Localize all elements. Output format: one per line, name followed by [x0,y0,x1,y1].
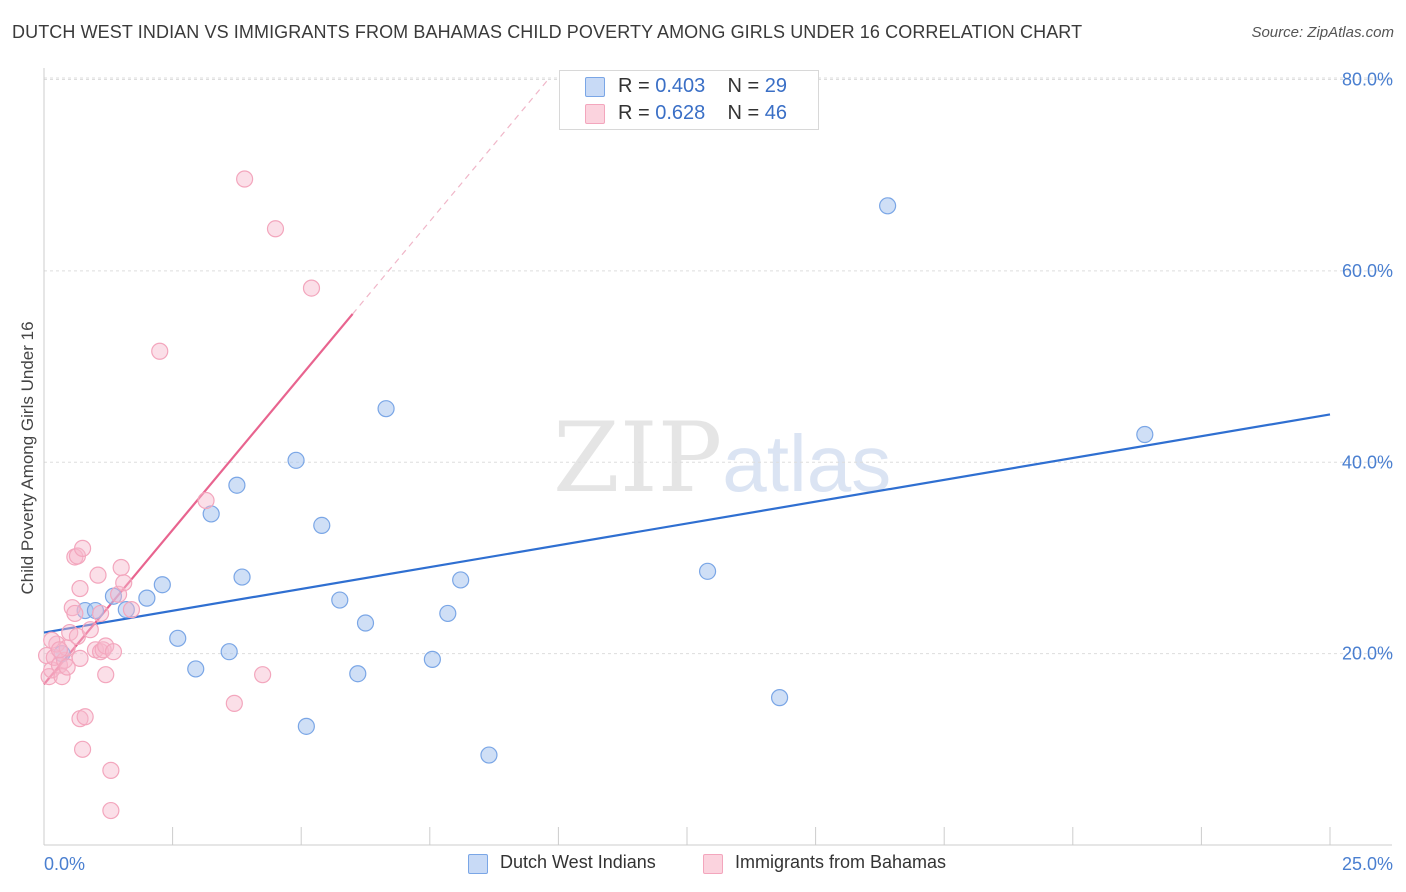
point-dutch-west-indians [287,451,305,469]
r-label: R = [618,102,656,124]
point-immigrants-from-bahamas [266,220,285,238]
point-dutch-west-indians [313,516,331,535]
point-dutch-west-indians [1136,425,1154,444]
source-credit: Source: ZipAtlas.com [1251,24,1394,41]
point-immigrants-from-bahamas [81,621,99,639]
point-dutch-west-indians [377,400,395,418]
y-tick-label: 60.0% [1342,261,1393,281]
point-dutch-west-indians [153,576,171,594]
point-immigrants-from-bahamas [302,279,321,297]
y-tick-label: 20.0% [1342,644,1393,664]
legend-label: Immigrants from Bahamas [735,852,947,872]
point-immigrants-from-bahamas [197,491,215,510]
point-immigrants-from-bahamas [40,667,58,686]
point-immigrants-from-bahamas [61,623,79,642]
y-axis-label: Child Poverty Among Girls Under 16 [18,321,37,594]
point-immigrants-from-bahamas [151,342,169,360]
point-immigrants-from-bahamas [76,708,94,726]
data-points [37,170,1154,820]
point-immigrants-from-bahamas [71,649,89,668]
point-dutch-west-indians [117,601,135,619]
legend-swatch-blue [585,77,605,97]
point-immigrants-from-bahamas [50,641,69,659]
n-value: 46 [764,102,788,124]
point-dutch-west-indians [439,604,457,623]
point-immigrants-from-bahamas [122,601,141,619]
point-immigrants-from-bahamas [236,170,254,188]
point-immigrants-from-bahamas [112,558,130,577]
point-immigrants-from-bahamas [104,643,123,661]
point-dutch-west-indians [138,589,156,607]
point-dutch-west-indians [187,660,205,678]
point-dutch-west-indians [297,717,315,735]
point-immigrants-from-bahamas [89,566,107,584]
series-legend: Dutch West Indians Immigrants from Baham… [0,852,1406,878]
point-dutch-west-indians [698,562,717,580]
point-immigrants-from-bahamas [66,604,84,623]
legend-swatch-pink [703,854,723,874]
legend-label: Dutch West Indians [500,852,656,872]
legend-swatch-pink [585,104,605,124]
legend-swatch-blue [468,854,488,874]
point-immigrants-from-bahamas [102,801,120,820]
point-immigrants-from-bahamas [53,667,71,686]
point-dutch-west-indians [480,746,498,764]
point-dutch-west-indians [879,197,897,215]
point-immigrants-from-bahamas [225,694,243,712]
axes [43,68,1392,846]
point-dutch-west-indians [452,571,470,589]
point-immigrants-from-bahamas [97,666,115,684]
point-immigrants-from-bahamas [102,761,120,779]
point-immigrants-from-bahamas [115,574,133,592]
n-label: N = [727,102,765,124]
point-dutch-west-indians [356,614,375,632]
point-dutch-west-indians [770,689,789,707]
grid-lines [44,77,1392,655]
point-immigrants-from-bahamas [58,658,76,676]
trend-line-extension [352,79,549,315]
trend-lines [43,79,1331,685]
tick-labels: 20.0% 40.0% 60.0% 80.0% 0.0% 25.0% [44,70,1393,875]
n-label: N = [727,75,765,97]
point-immigrants-from-bahamas [91,604,110,623]
point-immigrants-from-bahamas [254,666,272,684]
stats-legend: R = 0.403 N = 29 R = 0.628 N = 46 [559,70,819,130]
r-label: R = [618,75,656,97]
point-dutch-west-indians [233,568,251,586]
point-dutch-west-indians [220,643,238,661]
x-tick-label: 0.0% [44,854,85,874]
point-dutch-west-indians [228,476,246,494]
point-immigrants-from-bahamas [73,740,92,758]
y-tick-label: 40.0% [1342,452,1393,472]
x-tick-label: 25.0% [1342,854,1393,874]
n-value: 29 [764,75,788,97]
point-immigrants-from-bahamas [71,579,89,598]
r-value: 0.403 [655,75,706,97]
trend-line-dutch-west-indians [43,413,1331,634]
chart-title: DUTCH WEST INDIAN VS IMMIGRANTS FROM BAH… [12,22,1083,42]
point-dutch-west-indians [423,650,441,668]
point-dutch-west-indians [86,601,105,620]
point-dutch-west-indians [331,591,349,609]
y-tick-label: 80.0% [1342,70,1393,90]
point-immigrants-from-bahamas [73,539,92,557]
watermark-zip: ZIP [553,402,723,514]
point-dutch-west-indians [349,665,367,683]
point-dutch-west-indians [169,629,187,647]
watermark-logo: ZIPatlas [553,402,891,514]
r-value: 0.628 [655,102,706,124]
